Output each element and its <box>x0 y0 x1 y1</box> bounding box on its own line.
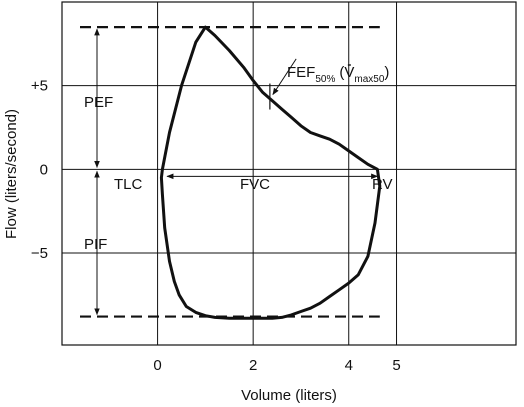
rv-label: RV <box>372 176 393 193</box>
pef-label: PEF <box>84 94 113 111</box>
x-tick-label: 5 <box>392 357 400 374</box>
y-tick-label: −5 <box>31 245 48 262</box>
y-tick-label: 0 <box>40 161 48 178</box>
fef50-pointer <box>272 58 297 96</box>
fef-subscript: 50% <box>315 74 335 85</box>
x-tick-label: 2 <box>249 357 257 374</box>
tlc-label: TLC <box>114 176 143 193</box>
vmax-subscript: max50 <box>354 74 384 85</box>
vmax-close: ) <box>384 64 389 81</box>
vmax-v: V <box>344 64 354 81</box>
fef-text: FEF <box>287 64 315 81</box>
grid-lines <box>62 2 516 345</box>
y-axis-label: Flow (liters/second) <box>3 109 20 239</box>
flow-volume-loop <box>159 25 382 320</box>
vmax-open: ( <box>339 64 344 81</box>
pif-label: PIF <box>84 236 107 253</box>
tick-labels: 0 2 4 5 +5 0 −5 <box>31 78 401 374</box>
fef50-annotation: FEF50% (Vmax50) <box>287 64 389 85</box>
x-axis-label: Volume (liters) <box>241 387 337 404</box>
x-tick-label: 0 <box>153 357 161 374</box>
x-tick-label: 4 <box>345 357 353 374</box>
annotation-arrows <box>94 28 379 316</box>
plot-frame <box>61 1 517 346</box>
reference-lines <box>80 25 380 318</box>
y-tick-label: +5 <box>31 78 48 95</box>
fvc-label: FVC <box>240 176 270 193</box>
